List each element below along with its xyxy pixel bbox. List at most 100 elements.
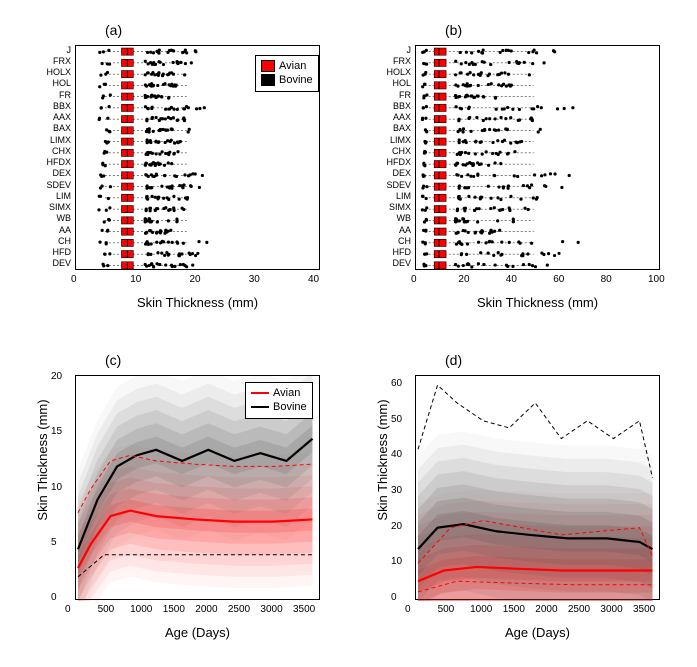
legend-row-avian: Avian	[261, 59, 313, 73]
avian-line-icon	[251, 392, 269, 394]
category-label: J	[33, 45, 71, 55]
xtick-label: 40	[308, 274, 319, 285]
category-label: AAX	[33, 112, 71, 122]
xtick-label: 2500	[568, 604, 590, 615]
category-label: BBX	[33, 101, 71, 111]
xtick-label: 80	[601, 274, 612, 285]
ytick-label: 40	[391, 449, 402, 460]
panel-a-legend: Avian Bovine	[255, 55, 319, 92]
category-label: HOLX	[33, 67, 71, 77]
category-label: FR	[373, 90, 411, 100]
ytick-label: 5	[51, 537, 57, 548]
category-label: DEX	[373, 168, 411, 178]
ytick-label: 0	[51, 592, 57, 603]
bovine-line-icon	[251, 406, 269, 408]
bovine-swatch	[261, 74, 275, 86]
category-label: LIM	[373, 191, 411, 201]
category-label: LIM	[33, 191, 71, 201]
category-label: SDEV	[373, 180, 411, 190]
xtick-label: 10	[130, 274, 141, 285]
xtick-label: 30	[249, 274, 260, 285]
ytick-label: 15	[51, 426, 62, 437]
xtick-label: 0	[65, 604, 71, 615]
legend-c-bovine-label: Bovine	[273, 400, 307, 414]
category-label: DEV	[33, 258, 71, 268]
category-label: AA	[373, 225, 411, 235]
category-label: SIMX	[373, 202, 411, 212]
panel-d-plot	[415, 375, 660, 600]
category-label: J	[373, 45, 411, 55]
category-label: LIMX	[33, 135, 71, 145]
xtick-label: 500	[438, 604, 455, 615]
category-label: HOL	[373, 78, 411, 88]
legend-label-bovine: Bovine	[279, 73, 313, 87]
ytick-label: 60	[391, 378, 402, 389]
category-label: CH	[33, 236, 71, 246]
xtick-label: 40	[506, 274, 517, 285]
category-label: FR	[33, 90, 71, 100]
panel-b-svg	[416, 46, 661, 271]
category-label: LIMX	[373, 135, 411, 145]
category-label: CHX	[33, 146, 71, 156]
panel-a-xlabel: Skin Thickness (mm)	[75, 295, 320, 310]
panel-b-xlabel: Skin Thickness (mm)	[415, 295, 660, 310]
ytick-label: 10	[391, 556, 402, 567]
xtick-label: 2500	[228, 604, 250, 615]
category-label: CHX	[373, 146, 411, 156]
ytick-label: 10	[51, 482, 62, 493]
xtick-label: 3500	[633, 604, 655, 615]
category-label: WB	[373, 213, 411, 223]
xtick-label: 3500	[293, 604, 315, 615]
category-label: HOLX	[373, 67, 411, 77]
category-label: HFD	[33, 247, 71, 257]
legend-c-avian-label: Avian	[273, 386, 300, 400]
legend-c-avian: Avian	[251, 386, 307, 400]
panel-c-xlabel: Age (Days)	[75, 625, 320, 640]
category-label: SDEV	[33, 180, 71, 190]
xtick-label: 60	[553, 274, 564, 285]
xtick-label: 0	[405, 604, 411, 615]
xtick-label: 2000	[535, 604, 557, 615]
xtick-label: 1000	[470, 604, 492, 615]
ytick-label: 20	[51, 371, 62, 382]
panel-d-ylabel: Skin Thickness (mm)	[375, 370, 390, 550]
category-label: HOL	[33, 78, 71, 88]
category-label: HFD	[373, 247, 411, 257]
avian-swatch	[261, 60, 275, 72]
panel-c-legend: Avian Bovine	[245, 382, 313, 419]
xtick-label: 1500	[503, 604, 525, 615]
category-label: FRX	[33, 56, 71, 66]
panel-a-title: (a)	[105, 22, 122, 38]
ytick-label: 0	[391, 592, 397, 603]
legend-label-avian: Avian	[279, 59, 306, 73]
xtick-label: 3000	[600, 604, 622, 615]
xtick-label: 100	[648, 274, 665, 285]
panel-d-title: (d)	[445, 352, 462, 368]
panel-d-svg	[416, 376, 661, 601]
figure-container: (a) Avian Bovine Skin Thickness (mm) JFR…	[0, 0, 697, 667]
category-label: AA	[33, 225, 71, 235]
xtick-label: 0	[71, 274, 77, 285]
category-label: SIMX	[33, 202, 71, 212]
category-label: DEV	[373, 258, 411, 268]
panel-d-xlabel: Age (Days)	[415, 625, 660, 640]
category-label: FRX	[373, 56, 411, 66]
panel-c-title: (c)	[105, 352, 121, 368]
panel-b-plot	[415, 45, 660, 270]
xtick-label: 0	[411, 274, 417, 285]
category-label: CH	[373, 236, 411, 246]
panel-c-ylabel: Skin Thickness (mm)	[35, 370, 50, 550]
category-label: HFDX	[33, 157, 71, 167]
xtick-label: 20	[458, 274, 469, 285]
panel-b-title: (b)	[445, 22, 462, 38]
xtick-label: 3000	[260, 604, 282, 615]
ytick-label: 50	[391, 414, 402, 425]
category-label: BAX	[33, 123, 71, 133]
legend-row-bovine: Bovine	[261, 73, 313, 87]
category-label: DEX	[33, 168, 71, 178]
xtick-label: 20	[190, 274, 201, 285]
xtick-label: 1500	[163, 604, 185, 615]
legend-c-bovine: Bovine	[251, 400, 307, 414]
category-label: HFDX	[373, 157, 411, 167]
category-label: BAX	[373, 123, 411, 133]
